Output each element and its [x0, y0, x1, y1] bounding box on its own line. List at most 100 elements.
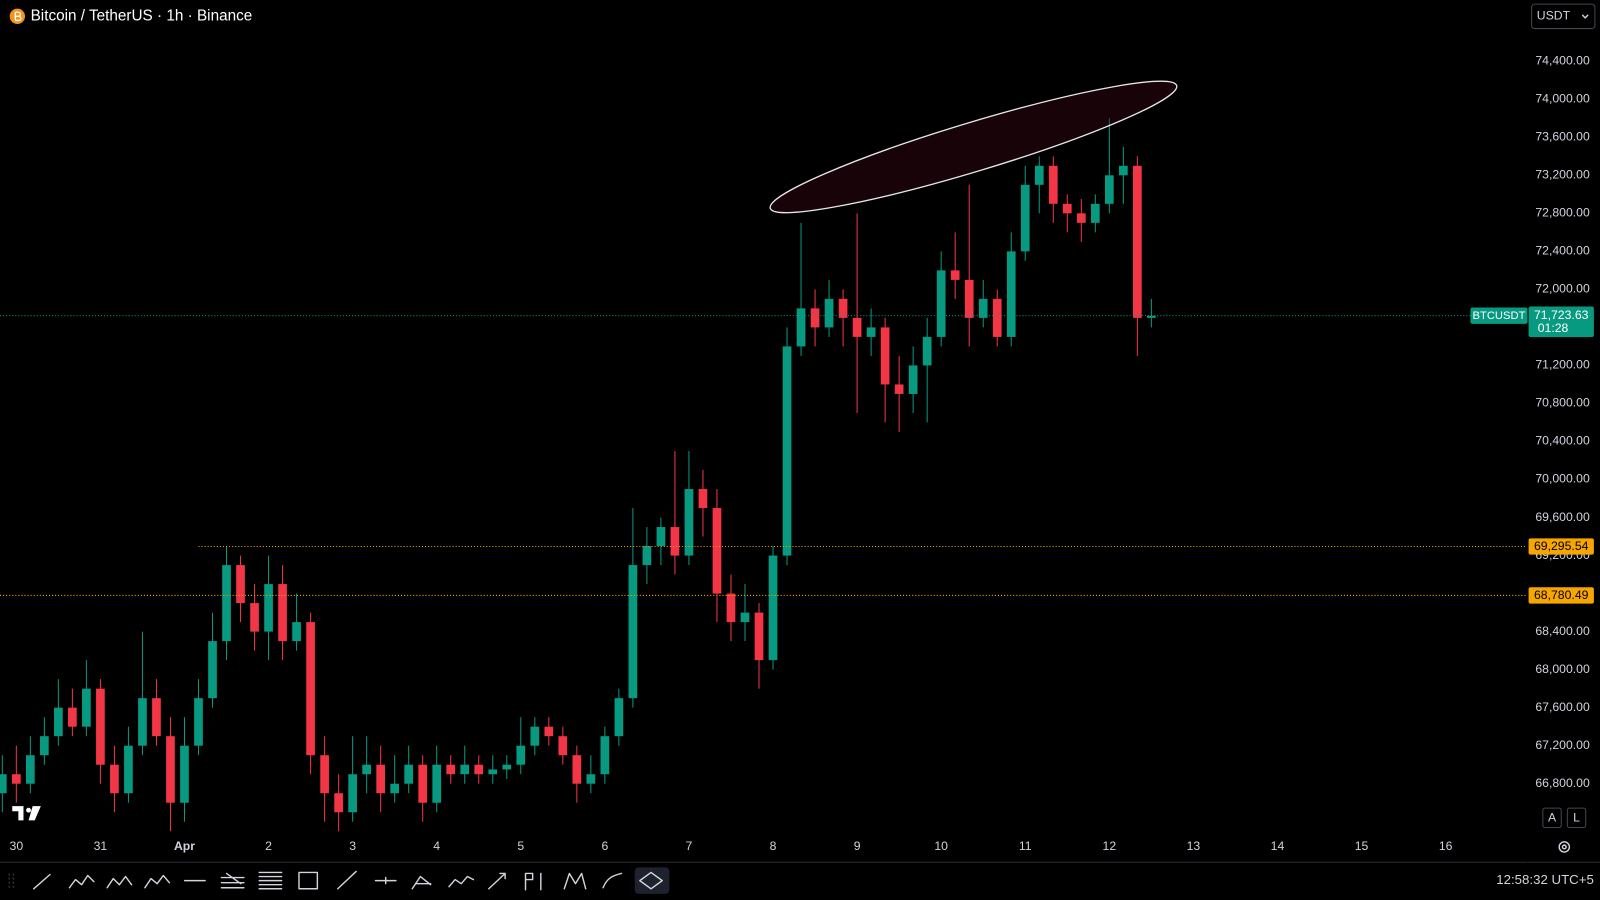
- x-tick-label: Apr: [174, 839, 195, 853]
- candle-body: [180, 745, 189, 803]
- tool-arrow[interactable]: [488, 872, 506, 890]
- x-tick-label: 8: [770, 839, 777, 853]
- price-label: 68,780.49: [1534, 588, 1589, 602]
- candle-body: [838, 298, 848, 318]
- x-tick-label: 14: [1271, 839, 1285, 853]
- y-tick-label: 73,600.00: [1535, 130, 1590, 144]
- settings-icon[interactable]: [1558, 841, 1571, 853]
- price-label-bg: [1528, 587, 1594, 604]
- candle-body: [166, 736, 175, 803]
- tool-trendline[interactable]: [32, 873, 51, 890]
- candle-body: [208, 641, 217, 699]
- x-tick-label: 11: [1019, 839, 1032, 853]
- candle-body: [1147, 315, 1156, 318]
- scale-button-label: L: [1573, 811, 1580, 825]
- scale-button-label: A: [1548, 811, 1557, 825]
- candle-body: [1048, 165, 1058, 204]
- candle-body: [642, 546, 652, 566]
- plot-area: [0, 118, 1156, 832]
- candle-body: [488, 769, 498, 775]
- y-tick-label: 73,200.00: [1535, 168, 1590, 182]
- y-tick-label: 67,600.00: [1535, 700, 1590, 714]
- candle-body: [96, 688, 105, 765]
- candle-body: [446, 764, 456, 775]
- candle-body: [1006, 251, 1016, 337]
- candle-body: [25, 755, 35, 784]
- candle-body: [418, 764, 428, 803]
- candle-body: [82, 688, 91, 727]
- tool-elliott[interactable]: [144, 874, 171, 889]
- candle-body: [726, 593, 736, 623]
- candle-body: [222, 565, 231, 642]
- candle-body: [908, 365, 918, 394]
- currency-select[interactable]: [1531, 3, 1596, 30]
- tool-active-bg: [634, 867, 670, 894]
- price-label: 69,295.54: [1534, 539, 1589, 553]
- y-tick-label: 66,800.00: [1535, 776, 1590, 790]
- tool-xabcd[interactable]: [106, 875, 133, 889]
- candle-body: [110, 764, 119, 794]
- x-tick-label: 16: [1439, 839, 1453, 853]
- candle-body: [292, 622, 301, 642]
- candle-body: [68, 707, 77, 727]
- candle-body: [852, 317, 862, 337]
- candle-body: [684, 489, 694, 556]
- candle-body: [866, 327, 876, 337]
- price-label-bg: [1528, 538, 1594, 555]
- candle-body: [502, 764, 512, 770]
- x-tick-label: 12: [1103, 839, 1117, 853]
- x-tick-label: 15: [1355, 839, 1369, 853]
- candle-body: [152, 698, 161, 737]
- countdown-label: 01:28: [1538, 321, 1569, 335]
- candle-body: [278, 584, 287, 642]
- candle-body: [138, 698, 147, 746]
- candle-body: [600, 736, 610, 775]
- x-tick-label: 31: [94, 839, 108, 853]
- y-tick-label: 72,800.00: [1535, 206, 1590, 220]
- tool-ellipse[interactable]: [639, 871, 663, 890]
- x-tick-label: 4: [433, 839, 440, 853]
- y-tick-label: 72,000.00: [1535, 282, 1590, 296]
- candle-body: [754, 612, 764, 661]
- y-tick-label: 71,200.00: [1535, 358, 1590, 372]
- x-tick-label: 10: [934, 839, 948, 853]
- tool-curve[interactable]: [602, 872, 623, 889]
- tool-rectangle[interactable]: [298, 871, 319, 890]
- tool-abcd[interactable]: [68, 874, 95, 889]
- drawing-toolbar: [8, 867, 670, 894]
- candle-body: [572, 755, 582, 784]
- scale-button[interactable]: [1542, 807, 1562, 829]
- symbol-label: BTCUSDT: [1472, 310, 1525, 322]
- dropdown-arrow: [1581, 14, 1589, 19]
- candle-body: [670, 527, 680, 556]
- candle-body: [544, 726, 554, 737]
- x-tick-label: 30: [10, 839, 24, 853]
- tool-flag[interactable]: [524, 872, 542, 891]
- tool-ray[interactable]: [337, 870, 357, 890]
- candle-body: [558, 736, 568, 756]
- ellipse-drawing[interactable]: [763, 62, 1184, 232]
- candle-body: [936, 270, 946, 337]
- candle-body: [460, 764, 470, 775]
- scale-button[interactable]: [1566, 807, 1587, 829]
- candle-body: [628, 565, 638, 699]
- tool-path[interactable]: [448, 875, 475, 888]
- candle-body: [264, 584, 273, 632]
- last-price-label: 71,723.63: [1534, 308, 1589, 322]
- tool-crossline[interactable]: [374, 876, 397, 885]
- tool-fib[interactable]: [220, 872, 245, 889]
- y-tick-label: 70,800.00: [1535, 396, 1590, 410]
- coin-icon-glyph: [14, 11, 22, 22]
- x-tick-label: 13: [1187, 839, 1201, 853]
- tool-pitchfork[interactable]: [258, 871, 283, 890]
- symbol-label-bg: [1470, 307, 1528, 324]
- clock: 12:58:32 UTC+5: [1496, 872, 1594, 887]
- candle-body: [950, 270, 960, 280]
- candle-body: [992, 298, 1002, 337]
- tool-pattern[interactable]: [563, 872, 587, 890]
- candle-body: [614, 698, 624, 737]
- tool-brush[interactable]: [411, 875, 432, 890]
- candle-body: [236, 565, 245, 604]
